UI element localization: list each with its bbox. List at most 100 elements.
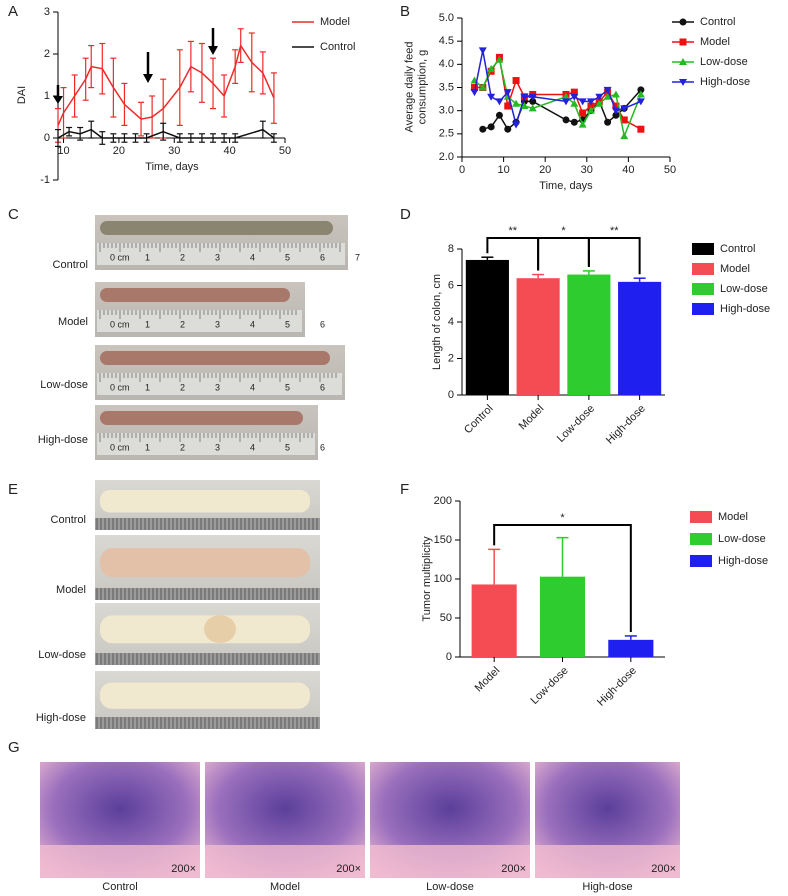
- x-tick-label: 40: [224, 145, 236, 157]
- ruler-label: 4: [250, 382, 255, 392]
- tumor: [204, 615, 236, 644]
- x-axis-label: Time, days: [539, 180, 593, 192]
- marker: [612, 102, 620, 110]
- photo-label: High-dose: [36, 712, 86, 724]
- photo-label: Control: [53, 259, 88, 271]
- significance-bracket: [587, 237, 641, 275]
- significance-label: *: [560, 512, 565, 524]
- marker: [562, 116, 570, 124]
- ruler-label: 6: [320, 442, 325, 452]
- y-tick-label: 150: [434, 534, 452, 546]
- marker: [604, 118, 612, 126]
- colon-tissue: [100, 682, 310, 709]
- legend-label: High-dose: [718, 555, 768, 567]
- panel-letter: B: [400, 3, 410, 20]
- marker: [579, 109, 587, 117]
- significance-label: **: [508, 225, 517, 237]
- ruler-label: 5: [285, 319, 290, 329]
- ruler: [97, 310, 302, 332]
- ruler: [97, 373, 342, 395]
- panel-letter: F: [400, 481, 409, 498]
- x-tick-label: Model: [473, 665, 503, 695]
- panel-letter: C: [8, 206, 19, 223]
- ruler: [95, 717, 320, 729]
- marker: [636, 90, 645, 98]
- ruler: [97, 243, 345, 265]
- histology-label: High-dose: [582, 881, 632, 893]
- colon-tissue: [100, 221, 333, 235]
- muscle-layer: [205, 845, 365, 878]
- marker: [528, 104, 537, 112]
- panel-letter: E: [8, 481, 18, 498]
- photo-label: Low-dose: [40, 379, 88, 391]
- legend-label: Low-dose: [718, 533, 766, 545]
- y-tick-label: 4: [448, 316, 454, 328]
- ruler-label: 6: [320, 382, 325, 392]
- x-tick-label: 30: [581, 164, 593, 176]
- ruler-label: 1: [145, 442, 150, 452]
- histology-label: Control: [102, 881, 137, 893]
- y-tick-label: 0: [44, 132, 50, 144]
- legend-marker: [679, 58, 687, 65]
- y-tick-label: 100: [434, 573, 452, 585]
- y-tick-label: 50: [440, 612, 452, 624]
- ruler: [95, 518, 320, 530]
- significance-label: **: [610, 225, 619, 237]
- marker: [586, 106, 595, 114]
- x-tick-label: High-dose: [604, 403, 648, 447]
- y-axis-label: Average daily feed: [403, 42, 415, 133]
- colon-tissue: [100, 548, 310, 578]
- histology-label: Low-dose: [426, 881, 474, 893]
- ruler-label: 4: [250, 442, 255, 452]
- legend-marker: [679, 79, 687, 86]
- ruler: [95, 588, 320, 600]
- y-tick-label: 8: [448, 243, 454, 255]
- legend-label: Model: [320, 16, 350, 28]
- x-tick-label: 10: [57, 145, 69, 157]
- arrows: [53, 28, 218, 104]
- legend-swatch: [690, 533, 712, 545]
- legend-swatch: [692, 263, 714, 275]
- marker: [520, 102, 529, 110]
- legend-swatch: [692, 243, 714, 255]
- x-tick-label: 50: [664, 164, 676, 176]
- legend-label: Control: [700, 16, 735, 28]
- marker: [595, 93, 604, 101]
- legend-swatch: [690, 511, 712, 523]
- ruler-label: 4: [250, 252, 255, 262]
- ruler-label: 3: [215, 382, 220, 392]
- colon-tissue: [100, 288, 290, 302]
- y-tick-label: 3.5: [439, 81, 454, 93]
- marker: [504, 102, 512, 110]
- ruler-label: 4: [250, 319, 255, 329]
- marker: [512, 77, 520, 85]
- y-axis-label: Tumor multiplicity: [421, 536, 433, 622]
- marker: [595, 99, 604, 107]
- x-tick-label: 20: [113, 145, 125, 157]
- ruler-label: 6: [320, 319, 325, 329]
- y-tick-label: 2.0: [439, 151, 454, 163]
- y-tick-label: 3.0: [439, 105, 454, 117]
- ruler-label: 7: [355, 252, 360, 262]
- marker: [620, 132, 629, 140]
- bracket: [587, 237, 641, 275]
- y-tick-label: 4.5: [439, 35, 454, 47]
- legend-label: Model: [718, 511, 748, 523]
- marker: [470, 84, 478, 91]
- ruler-label: 3: [215, 252, 220, 262]
- x-tick-label: 50: [279, 145, 291, 157]
- ruler-label: 2: [180, 252, 185, 262]
- marker: [612, 111, 620, 119]
- y-axis-label: Length of colon, cm: [431, 274, 443, 370]
- muscle-layer: [370, 845, 530, 878]
- magnification: 200×: [501, 863, 526, 875]
- y-tick-label: 200: [434, 495, 452, 507]
- ruler-label: 5: [285, 252, 290, 262]
- x-tick-label: 40: [622, 164, 634, 176]
- marker: [529, 97, 537, 105]
- muscle-layer: [535, 845, 680, 878]
- ruler-label: 0 cm: [110, 382, 130, 392]
- marker: [503, 89, 512, 97]
- ruler-label: 1: [145, 382, 150, 392]
- marker: [637, 86, 645, 94]
